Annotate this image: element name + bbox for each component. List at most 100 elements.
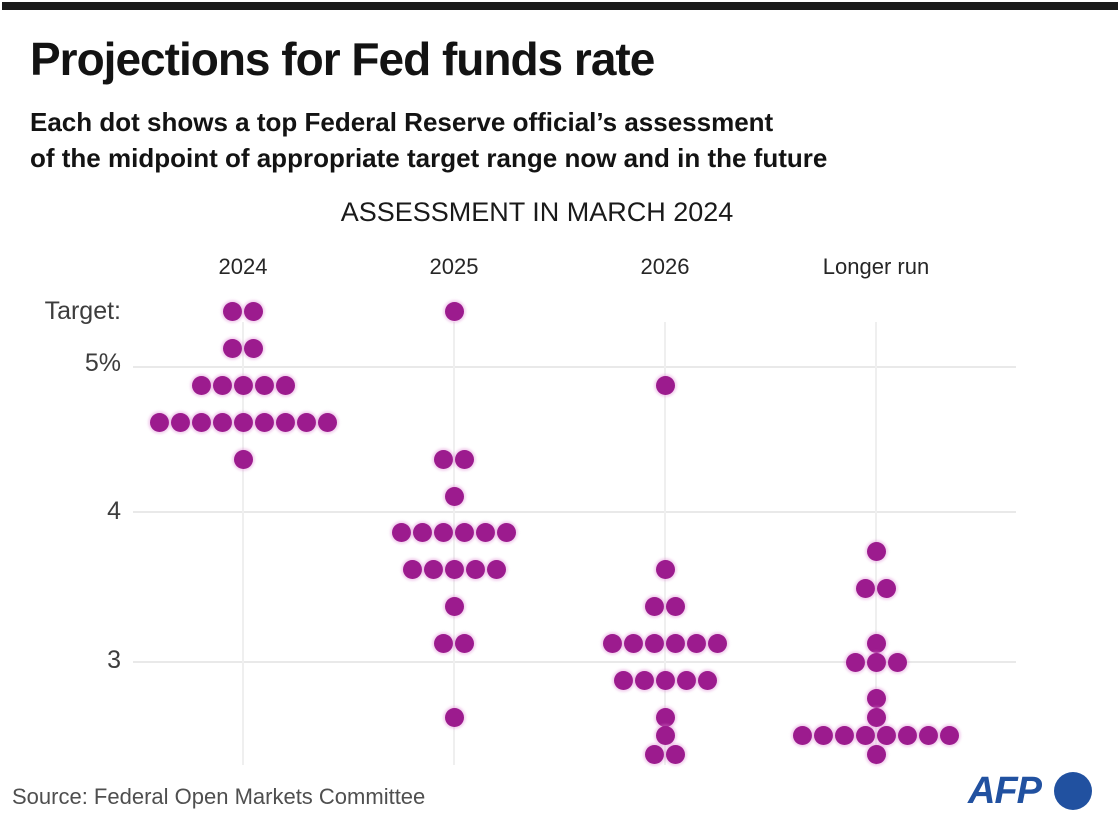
projection-dot	[317, 412, 337, 432]
projection-dot	[423, 560, 443, 580]
projection-dot	[814, 726, 833, 746]
projection-dot	[645, 634, 664, 654]
projection-dot	[655, 375, 675, 395]
projection-dot	[655, 707, 675, 727]
gridline-vertical-2025	[453, 322, 455, 765]
projection-dot	[624, 634, 643, 654]
gridline-vertical-2026	[664, 322, 666, 765]
projection-dot	[444, 597, 464, 617]
y-axis-label-target: Target:	[44, 297, 121, 325]
column-header-2025: 2025	[429, 254, 479, 279]
projection-dot	[244, 302, 263, 322]
projection-dot	[413, 523, 432, 543]
page-title: Projections for Fed funds rate	[30, 33, 655, 85]
chart-title: ASSESSMENT IN MARCH 2024	[340, 197, 734, 227]
projection-dot	[476, 523, 495, 543]
projection-dot	[613, 670, 633, 690]
afp-logo-text: AFP	[968, 770, 1042, 812]
projection-dot	[296, 412, 316, 432]
y-axis-tick-4: 4	[107, 497, 121, 525]
projection-dot	[687, 634, 706, 654]
projection-dot	[212, 375, 232, 395]
projection-dot	[655, 560, 675, 580]
projection-dot	[634, 670, 654, 690]
projection-dot	[444, 560, 464, 580]
projection-dot	[919, 726, 938, 746]
top-accent-bar	[2, 2, 1118, 10]
gridline-vertical-2024	[242, 322, 244, 765]
page-subtitle: Each dot shows a top Federal Reserve off…	[30, 104, 1090, 176]
projection-dot	[666, 744, 685, 764]
projection-dot	[940, 726, 959, 746]
projection-dot	[877, 578, 896, 598]
subtitle-line-2: of the midpoint of appropriate target ra…	[30, 143, 828, 173]
projection-dot	[866, 634, 886, 654]
projection-dot	[793, 726, 812, 746]
projection-dot	[434, 523, 453, 543]
projection-dot	[244, 339, 263, 359]
projection-dot	[676, 670, 696, 690]
projection-dot	[212, 412, 232, 432]
gridline-horizontal-3	[133, 661, 1016, 663]
projection-dot	[434, 634, 453, 654]
projection-dot	[835, 726, 854, 746]
projection-dot	[233, 449, 253, 469]
projection-dot	[455, 449, 474, 469]
projection-dot	[275, 375, 295, 395]
projection-dot	[223, 339, 242, 359]
projection-dot	[170, 412, 190, 432]
projection-dot	[655, 726, 675, 746]
gridline-horizontal-4	[133, 511, 1016, 513]
projection-dot	[666, 634, 685, 654]
afp-globe-icon	[1054, 772, 1092, 810]
projection-dot	[697, 670, 717, 690]
projection-dot	[856, 578, 875, 598]
projection-dot	[444, 486, 464, 506]
projection-dot	[465, 560, 485, 580]
column-header-2024: 2024	[218, 254, 268, 279]
projection-dot	[666, 597, 685, 617]
projection-dot	[149, 412, 169, 432]
projection-dot	[655, 670, 675, 690]
projection-dot	[866, 744, 886, 764]
projection-dot	[455, 634, 474, 654]
projection-dot	[444, 302, 464, 322]
afp-logo: AFP	[968, 768, 1098, 816]
projection-dot	[645, 744, 664, 764]
projection-dot	[856, 726, 875, 746]
projection-dot	[866, 652, 886, 672]
projection-dot	[254, 375, 274, 395]
projection-dot	[603, 634, 622, 654]
projection-dot	[866, 541, 886, 561]
projection-dot	[497, 523, 516, 543]
projection-dot	[645, 597, 664, 617]
projection-dot	[866, 707, 886, 727]
projection-dot	[866, 689, 886, 709]
projection-dot	[877, 726, 896, 746]
projection-dot	[233, 412, 253, 432]
projection-dot	[434, 449, 453, 469]
projection-dot	[898, 726, 917, 746]
projection-dot	[402, 560, 422, 580]
projection-dot	[191, 375, 211, 395]
projection-dot	[486, 560, 506, 580]
projection-dot	[887, 652, 907, 672]
projection-dot	[191, 412, 211, 432]
source-credit: Source: Federal Open Markets Committee	[12, 784, 426, 809]
projection-dot	[254, 412, 274, 432]
projection-dot	[275, 412, 295, 432]
projection-dot	[708, 634, 727, 654]
y-axis-tick-3: 3	[107, 646, 121, 674]
projection-dot	[444, 707, 464, 727]
projection-dot	[223, 302, 242, 322]
projection-dot	[455, 523, 474, 543]
gridline-horizontal-5	[133, 366, 1016, 368]
column-header-2026: 2026	[640, 254, 690, 279]
y-axis-tick-5-percent: 5%	[84, 349, 121, 377]
subtitle-line-1: Each dot shows a top Federal Reserve off…	[30, 107, 774, 137]
projection-dot	[392, 523, 411, 543]
projection-dot	[233, 375, 253, 395]
projection-dot	[845, 652, 865, 672]
